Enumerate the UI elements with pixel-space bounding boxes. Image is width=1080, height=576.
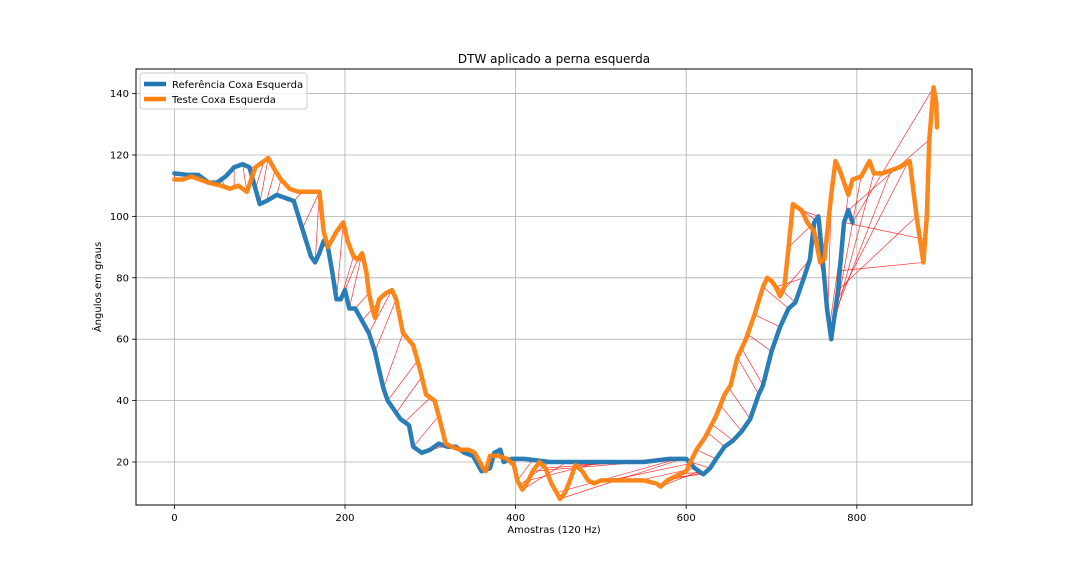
- chart-title: DTW aplicado a perna esquerda: [458, 52, 650, 66]
- series-lines: [172, 85, 940, 502]
- y-tick-label: 40: [116, 396, 129, 407]
- alignment-line: [836, 161, 909, 303]
- alignment-line: [848, 139, 930, 211]
- y-tick-label: 100: [110, 212, 129, 223]
- alignment-line: [690, 461, 711, 469]
- alignment-line: [522, 461, 567, 490]
- alignment-line: [696, 449, 717, 460]
- alignment-line: [711, 423, 734, 441]
- alignment-line: [266, 170, 276, 202]
- alignment-line: [344, 259, 359, 291]
- legend: Referência Coxa Esquerda Teste Coxa Esqu…: [139, 72, 308, 110]
- alignment-line: [302, 191, 320, 229]
- x-tick-label: 0: [171, 513, 177, 524]
- plot-frame: [135, 68, 973, 506]
- alignment-line: [517, 459, 533, 481]
- alignment-line: [383, 332, 404, 389]
- alignment-line: [387, 360, 418, 401]
- y-tick-label: 20: [116, 458, 129, 469]
- alignment-line: [368, 289, 393, 334]
- alignment-line: [354, 292, 370, 309]
- axis-ticks: 0 200 400 600 800 20 40 60 80 100 120 140: [110, 89, 866, 524]
- alignment-line: [754, 314, 781, 328]
- x-tick-label: 800: [847, 513, 866, 524]
- alignment-line: [728, 387, 751, 420]
- y-tick-label: 60: [116, 335, 129, 346]
- alignment-line: [762, 286, 789, 309]
- alignment-line: [852, 87, 934, 223]
- alignment-line: [737, 357, 760, 395]
- y-tick-label: 140: [110, 89, 129, 100]
- alignment-line: [556, 458, 678, 494]
- x-tick-label: 600: [677, 513, 696, 524]
- alignment-line: [374, 299, 397, 352]
- grid: [136, 69, 972, 505]
- y-tick-label: 120: [110, 150, 129, 161]
- alignment-line: [412, 415, 440, 447]
- legend-box: [139, 72, 308, 110]
- alignment-line: [843, 222, 926, 240]
- legend-label-referencia: Referência Coxa Esquerda: [172, 79, 303, 91]
- alignment-line: [336, 222, 344, 300]
- x-tick-label: 400: [506, 513, 525, 524]
- alignment-line: [775, 277, 805, 288]
- alignment-line: [837, 216, 917, 291]
- y-axis-label: Ângulos em graus: [91, 242, 104, 332]
- alignment-line: [395, 376, 423, 414]
- x-axis-label: Amostras (120 Hz): [507, 525, 600, 536]
- alignment-line: [660, 470, 700, 487]
- alignment-line: [259, 157, 269, 205]
- x-tick-label: 200: [335, 513, 354, 524]
- alignment-line: [834, 170, 892, 315]
- alignment-line: [348, 253, 363, 309]
- alignment-line: [404, 397, 431, 423]
- alignment-line: [255, 161, 265, 189]
- alignment-line: [707, 432, 725, 447]
- alignment-line: [747, 334, 772, 352]
- alignment-line: [720, 404, 742, 432]
- alignment-line: [741, 348, 764, 386]
- legend-label-teste: Teste Coxa Esquerda: [171, 95, 276, 106]
- y-tick-label: 80: [116, 273, 129, 284]
- alignment-line: [276, 179, 282, 195]
- alignment-line: [839, 262, 924, 272]
- series-line-teste: [172, 85, 940, 502]
